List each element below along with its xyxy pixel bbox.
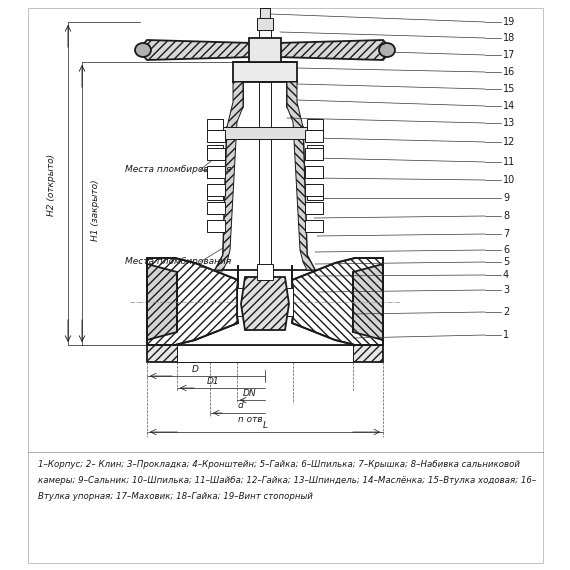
Text: 16: 16	[503, 67, 515, 77]
Text: L: L	[263, 421, 267, 430]
Bar	[207, 184, 225, 196]
Polygon shape	[215, 82, 315, 270]
Text: 10: 10	[503, 175, 515, 185]
Bar	[305, 184, 323, 196]
Text: 17: 17	[503, 50, 515, 60]
Bar	[259, 30, 271, 62]
Text: 11: 11	[503, 157, 515, 167]
Bar	[305, 166, 323, 178]
Text: 13: 13	[503, 118, 515, 128]
Bar	[233, 62, 297, 82]
Bar	[207, 119, 223, 130]
Text: 2: 2	[503, 307, 509, 317]
Text: 19: 19	[503, 17, 515, 27]
Text: H1 (закрыто): H1 (закрыто)	[92, 179, 100, 241]
Bar	[207, 130, 225, 142]
Bar	[307, 189, 323, 200]
Bar	[259, 82, 271, 270]
Text: Втулка упорная; 17–Маховик; 18–Гайка; 19–Винт стопорный: Втулка упорная; 17–Маховик; 18–Гайка; 19…	[38, 492, 313, 501]
Circle shape	[366, 320, 374, 328]
Text: d: d	[237, 401, 243, 410]
Text: 8: 8	[503, 211, 509, 221]
Bar	[207, 189, 223, 200]
Bar	[207, 145, 223, 156]
Bar	[207, 167, 223, 178]
Circle shape	[156, 320, 164, 328]
Text: 3: 3	[503, 285, 509, 295]
Text: 15: 15	[503, 84, 515, 94]
Text: DN: DN	[243, 389, 257, 397]
Bar	[207, 166, 225, 178]
Text: D: D	[192, 364, 198, 373]
Circle shape	[156, 276, 164, 284]
Text: n отв: n отв	[238, 414, 262, 424]
Polygon shape	[287, 82, 315, 270]
Bar	[307, 145, 323, 156]
Text: Места пломбирования: Места пломбирования	[125, 258, 231, 267]
Text: 6: 6	[503, 245, 509, 255]
Bar	[249, 38, 281, 62]
Text: Места пломбирования: Места пломбирования	[125, 165, 231, 174]
Bar	[307, 167, 323, 178]
Text: 4: 4	[503, 270, 509, 280]
Text: 14: 14	[503, 101, 515, 111]
Text: 1–Корпус; 2– Клин; 3–Прокладка; 4–Кронштейн; 5–Гайка; 6–Шпилька; 7–Крышка; 8–Наб: 1–Корпус; 2– Клин; 3–Прокладка; 4–Кроншт…	[38, 460, 520, 469]
Bar	[223, 127, 307, 139]
Ellipse shape	[379, 43, 395, 57]
Polygon shape	[147, 258, 238, 345]
Bar	[257, 18, 273, 30]
Circle shape	[344, 349, 351, 356]
Bar	[177, 345, 353, 362]
Polygon shape	[215, 82, 243, 270]
Polygon shape	[241, 277, 289, 330]
Bar	[207, 202, 225, 214]
Bar	[207, 148, 225, 160]
Polygon shape	[277, 40, 390, 60]
Text: 9: 9	[503, 193, 509, 203]
Polygon shape	[147, 345, 383, 362]
Circle shape	[180, 349, 186, 356]
Text: D1: D1	[207, 377, 219, 385]
Polygon shape	[140, 40, 253, 60]
Text: 12: 12	[503, 137, 515, 147]
Bar	[305, 130, 323, 142]
Bar	[257, 264, 273, 280]
Bar	[259, 270, 271, 288]
Text: камеры; 9–Сальник; 10–Шпилька; 11–Шайба; 12–Гайка; 13–Шпиндель; 14–Маслёнка; 15–: камеры; 9–Сальник; 10–Шпилька; 11–Шайба;…	[38, 476, 536, 485]
Circle shape	[206, 349, 214, 356]
Bar	[260, 8, 270, 18]
Bar	[207, 220, 225, 232]
Circle shape	[316, 349, 324, 356]
Circle shape	[366, 276, 374, 284]
Text: 1: 1	[503, 330, 509, 340]
Text: 7: 7	[503, 229, 509, 239]
Bar	[305, 148, 323, 160]
Bar	[237, 288, 293, 316]
Ellipse shape	[135, 43, 151, 57]
Text: 18: 18	[503, 33, 515, 43]
Polygon shape	[147, 264, 177, 340]
Bar	[307, 119, 323, 130]
Bar	[305, 202, 323, 214]
Text: 5: 5	[503, 257, 509, 267]
Text: H2 (открыто): H2 (открыто)	[47, 154, 56, 216]
Polygon shape	[292, 258, 383, 345]
Bar	[305, 220, 323, 232]
Polygon shape	[353, 264, 383, 340]
